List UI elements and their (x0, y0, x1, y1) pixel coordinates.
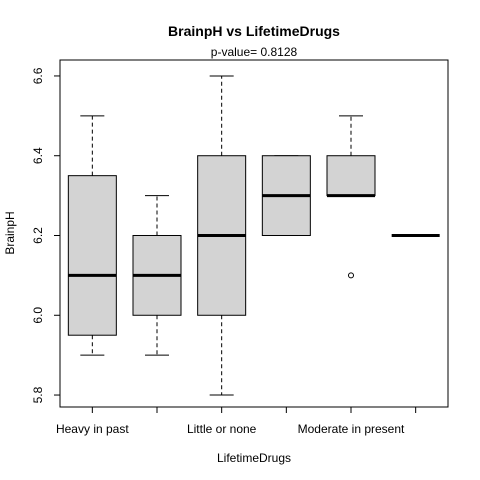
y-tick-label: 5.8 (31, 386, 45, 403)
chart-title: BrainpH vs LifetimeDrugs (168, 23, 340, 39)
x-tick-label: Moderate in present (298, 422, 405, 436)
chart-marks: 5.8 6.0 6.2 6.4 6.6 Heavy in past Little or no… (31, 67, 440, 436)
box (326, 155, 376, 197)
y-tick-label: 6.0 (31, 307, 45, 324)
plot-frame (59, 59, 449, 408)
x-axis-label: LifetimeDrugs (217, 451, 291, 465)
y-tick-label: 6.4 (31, 147, 45, 164)
outlier-point (348, 272, 354, 279)
y-axis-label: BrainpH (3, 211, 17, 254)
y-tick-label: 6.6 (31, 67, 45, 84)
x-tick-label: Heavy in past (56, 422, 129, 436)
chart-subtitle: p-value= 0.8128 (211, 45, 298, 59)
box (67, 175, 117, 336)
y-tick-label: 6.2 (31, 227, 45, 244)
x-tick-label: Little or none (187, 422, 257, 436)
